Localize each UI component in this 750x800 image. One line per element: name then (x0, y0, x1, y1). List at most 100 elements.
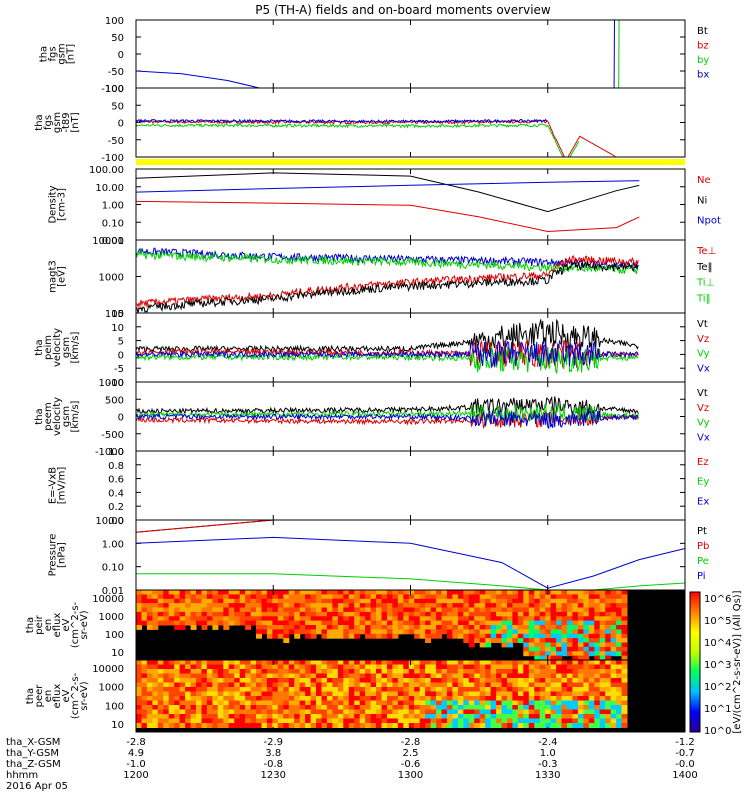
spectrogram-cell (316, 691, 322, 697)
spectrogram-cell (561, 594, 568, 600)
spectrogram-cell (539, 629, 546, 635)
spectrogram-cell (599, 696, 606, 701)
spectrogram-cell (157, 723, 164, 728)
spectrogram-cell (174, 664, 181, 670)
spectrogram-cell (163, 594, 170, 600)
spectrogram-cell (365, 700, 372, 706)
spectrogram-cell (376, 603, 382, 608)
spectrogram-cell (523, 620, 530, 626)
spectrogram-cell (146, 620, 153, 626)
spectrogram-cell (567, 594, 573, 600)
spectrogram-cell (196, 705, 202, 710)
spectrogram-cell (239, 705, 246, 710)
spectrogram-cell (425, 723, 432, 728)
spectrogram-cell (190, 687, 197, 692)
spectrogram-cell (266, 598, 273, 604)
spectrogram-cell (572, 625, 579, 630)
spectrogram-cell (583, 620, 590, 626)
spectrogram-cell (157, 709, 164, 715)
spectrogram-cell (550, 705, 557, 710)
spectrogram-cell (545, 682, 552, 688)
spectrogram-cell (381, 696, 388, 701)
spectrogram-cell (277, 723, 284, 728)
colorbar-label: [eV/(cm^2-s-sr-eV)] (All Qs)] (732, 590, 743, 733)
spectrogram-cell (567, 673, 573, 679)
spectrogram-cell (261, 687, 268, 692)
panel-ylabel-line: Density (48, 185, 59, 223)
spectrogram-cell (239, 714, 246, 719)
spectrogram-cell (523, 603, 530, 608)
spectrogram-cell (326, 714, 333, 719)
spectrogram-cell (599, 655, 606, 661)
mode-bar (136, 159, 685, 165)
spectrogram-cell (474, 705, 481, 710)
spectrogram-cell (190, 705, 197, 710)
spectrogram-cell (326, 598, 333, 604)
spectrogram-cell (272, 629, 279, 635)
legend-entry: Ex (697, 496, 709, 507)
spectrogram-cell (201, 709, 208, 715)
spectrogram-cell (152, 625, 159, 630)
spectrogram-cell (528, 682, 535, 688)
spectrogram-cell (294, 603, 301, 608)
spectrogram-cell (507, 669, 513, 674)
spectrogram-cell (337, 616, 344, 622)
spectrogram-cell (561, 669, 568, 674)
spectrogram-cell (299, 700, 306, 706)
spectrogram-cell (250, 696, 257, 701)
spectrogram-cell (201, 700, 208, 706)
spectrogram-cell (343, 687, 350, 692)
spectrogram-cell (468, 700, 475, 706)
spectrogram-cell (408, 660, 415, 665)
spectrogram-cell (365, 718, 372, 724)
spectrogram-cell (354, 718, 361, 724)
spectrogram-cell (577, 633, 584, 639)
spectrogram-cell (387, 718, 393, 724)
spectrogram-cell (616, 714, 623, 719)
spectrogram-cell (163, 590, 170, 595)
spectrogram-cell (419, 687, 426, 692)
y-tick-label: 0.8 (108, 461, 124, 472)
spectrogram-cell (452, 682, 459, 688)
spectrogram-cell (152, 718, 159, 724)
spectrogram-cell (168, 620, 175, 626)
spectrogram-cell (588, 590, 595, 595)
spectrogram-cell (436, 687, 443, 692)
spectrogram-cell (457, 691, 464, 697)
spectrogram-cell (190, 723, 197, 728)
spectrogram-cell (288, 687, 295, 692)
spectrogram-cell (610, 709, 617, 715)
spectrogram-cell (266, 603, 273, 608)
spectrogram-cell (594, 696, 601, 701)
spectrogram-cell (190, 611, 197, 617)
spectrogram-cell (599, 669, 606, 674)
spectrogram-cell (354, 611, 361, 617)
spectrogram-cell (512, 678, 519, 683)
spectrogram-cell (163, 660, 170, 665)
spectrogram-cell (572, 696, 579, 701)
spectrogram-cell (359, 696, 366, 701)
legend-entry: Pt (697, 526, 707, 537)
spectrogram-cell (408, 678, 415, 683)
spectrogram-cell (294, 691, 301, 697)
spectrogram-cell (479, 590, 486, 595)
spectrogram-cell (185, 620, 192, 626)
spectrogram-cell (272, 664, 279, 670)
spectrogram-cell (310, 691, 317, 697)
spectrogram-cell (463, 616, 470, 622)
spectrogram-cell (621, 718, 628, 724)
spectrogram-cell (419, 682, 426, 688)
spectrogram-cell (343, 700, 350, 706)
spectrogram-cell (288, 629, 295, 635)
panel-ve: thapeemvelocitygsm[km/s]10005000-500-100… (34, 378, 710, 458)
spectrogram-cell (452, 629, 459, 635)
spectrogram-cell (365, 660, 372, 665)
spectrogram-cell (365, 682, 372, 688)
spectrogram-cell (430, 682, 437, 688)
panel-ylabel-line: peir (34, 614, 45, 634)
spectrogram-cell (572, 673, 579, 679)
spectrogram-cell (348, 678, 355, 683)
spectrogram-cell (452, 709, 459, 715)
spectrogram-cell (397, 718, 404, 724)
spectrogram-cell (588, 616, 595, 622)
